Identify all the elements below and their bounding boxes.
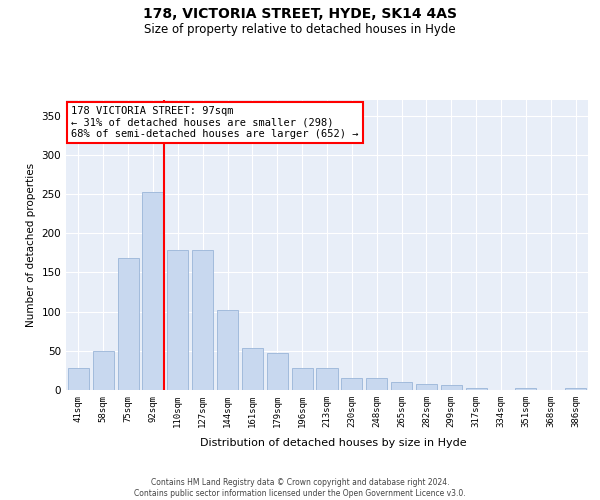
Bar xyxy=(515,388,536,390)
Bar xyxy=(242,348,263,390)
Bar xyxy=(192,250,213,390)
Bar xyxy=(217,310,238,390)
Text: 178 VICTORIA STREET: 97sqm
← 31% of detached houses are smaller (298)
68% of sem: 178 VICTORIA STREET: 97sqm ← 31% of deta… xyxy=(71,106,359,139)
Bar xyxy=(93,351,114,390)
Bar xyxy=(391,382,412,390)
Bar xyxy=(416,384,437,390)
Text: Distribution of detached houses by size in Hyde: Distribution of detached houses by size … xyxy=(200,438,466,448)
Y-axis label: Number of detached properties: Number of detached properties xyxy=(26,163,36,327)
Bar xyxy=(565,388,586,390)
Bar xyxy=(68,368,89,390)
Bar xyxy=(341,378,362,390)
Bar xyxy=(142,192,164,390)
Bar xyxy=(466,388,487,390)
Text: 178, VICTORIA STREET, HYDE, SK14 4AS: 178, VICTORIA STREET, HYDE, SK14 4AS xyxy=(143,8,457,22)
Text: Size of property relative to detached houses in Hyde: Size of property relative to detached ho… xyxy=(144,22,456,36)
Text: Contains HM Land Registry data © Crown copyright and database right 2024.
Contai: Contains HM Land Registry data © Crown c… xyxy=(134,478,466,498)
Bar xyxy=(292,368,313,390)
Bar xyxy=(366,378,387,390)
Bar xyxy=(167,250,188,390)
Bar xyxy=(441,384,462,390)
Bar xyxy=(118,258,139,390)
Bar xyxy=(316,368,338,390)
Bar xyxy=(267,353,288,390)
